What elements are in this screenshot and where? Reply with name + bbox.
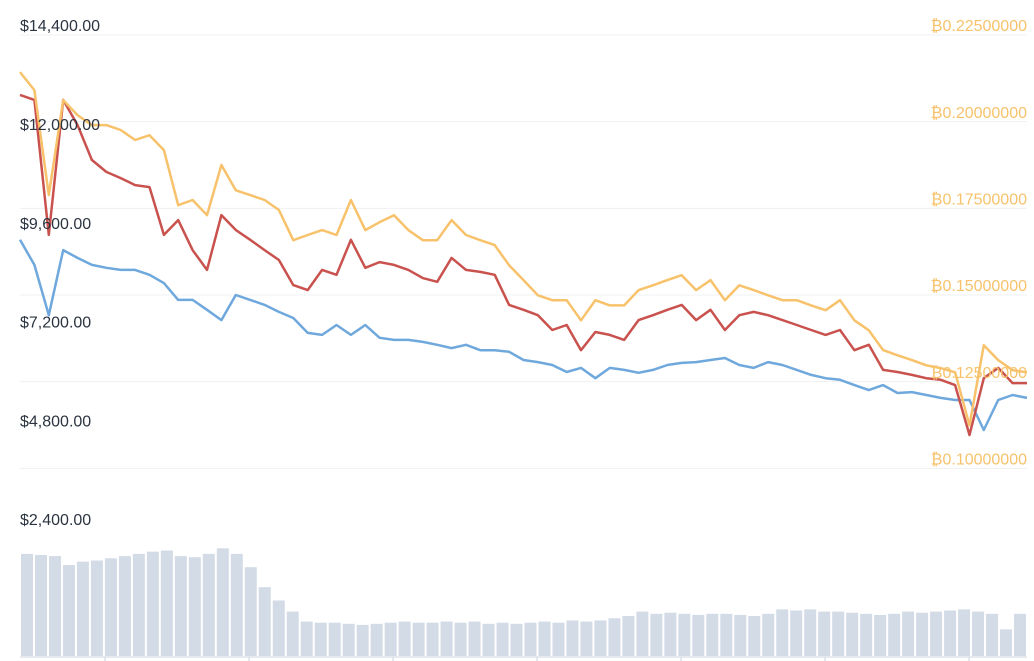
- volume-bar: [34, 554, 47, 656]
- volume-bar: [90, 560, 103, 656]
- volume-bar: [888, 613, 901, 656]
- volume-bar: [216, 548, 229, 656]
- volume-bar: [356, 624, 369, 656]
- y-tick-label: $9,600.00: [20, 216, 91, 233]
- line-series: [19, 71, 1028, 427]
- volume-bar: [986, 613, 999, 656]
- y2-tick-label: ₿0.10000000: [931, 451, 1027, 469]
- volume-bar: [762, 613, 775, 656]
- volume-bar: [832, 611, 845, 656]
- volume-bar: [398, 621, 411, 656]
- volume-bar: [146, 551, 159, 656]
- volume-bar: [202, 553, 215, 656]
- y2-tick-label: ₿0.15000000: [931, 277, 1027, 295]
- volume-bar: [468, 621, 481, 656]
- volume-bar: [594, 620, 607, 656]
- volume-bar: [972, 611, 985, 656]
- volume-bar: [510, 623, 523, 656]
- volume-bar: [916, 612, 929, 656]
- volume-bar: [104, 558, 117, 656]
- volume-bar: [552, 622, 565, 656]
- volume-bar: [566, 620, 579, 656]
- y-tick-label: $12,000.00: [20, 117, 100, 134]
- volume-bar: [454, 622, 467, 656]
- volume-bar: [328, 622, 341, 656]
- volume-bar: [244, 567, 257, 656]
- volume-bar: [76, 561, 89, 656]
- volume-bar: [132, 553, 145, 656]
- volume-bar: [412, 622, 425, 656]
- volume-bar: [314, 622, 327, 656]
- volume-bar: [622, 616, 635, 656]
- volume-bar: [636, 611, 649, 656]
- volume-bar: [160, 550, 173, 656]
- volume-bar: [230, 553, 243, 656]
- volume-bar: [734, 614, 747, 656]
- volume-bar: [930, 611, 943, 656]
- volume-bar: [944, 610, 957, 656]
- volume-bar: [706, 613, 719, 656]
- volume-bar: [790, 610, 803, 656]
- volume-bar: [272, 600, 285, 656]
- volume-bar: [860, 613, 873, 656]
- line-series: [19, 93, 1027, 437]
- volume-bar: [1014, 613, 1026, 656]
- volume-bar: [342, 623, 355, 656]
- volume-bar: [804, 609, 817, 656]
- y-tick-label: $4,800.00: [20, 413, 91, 430]
- volume-bar: [258, 587, 271, 656]
- volume-bar: [62, 564, 75, 656]
- y-tick-label: $14,400.00: [20, 18, 100, 35]
- volume-bar: [650, 613, 663, 656]
- volume-bar: [21, 553, 33, 656]
- volume-bar: [482, 623, 495, 656]
- volume-bar: [496, 622, 509, 656]
- x-ticks: [104, 657, 970, 661]
- volume-bar: [748, 616, 761, 656]
- volume-bar: [846, 612, 859, 656]
- volume-bar: [902, 611, 915, 656]
- volume-bar: [1000, 629, 1013, 656]
- volume-bar: [958, 609, 971, 656]
- volume-bar: [664, 612, 677, 656]
- line-series: [18, 239, 1028, 432]
- y2-tick-label: ₿0.22500000: [931, 17, 1027, 35]
- volume-bar: [678, 613, 691, 656]
- volume-bar: [384, 622, 397, 656]
- volume-bar: [188, 557, 201, 656]
- volume-bar: [874, 614, 887, 656]
- volume-bar: [818, 611, 831, 656]
- volume-bar: [300, 621, 313, 656]
- volume-bar: [692, 614, 705, 656]
- volume-bar: [118, 556, 131, 656]
- y2-tick-label: ₿0.12500000: [931, 364, 1027, 382]
- y2-tick-label: ₿0.17500000: [931, 191, 1027, 209]
- volume-bar: [538, 621, 551, 656]
- volume-bar: [608, 618, 621, 656]
- volume-bar: [174, 556, 187, 656]
- volume-bar: [776, 609, 789, 656]
- y2-tick-label: ₿0.20000000: [931, 104, 1027, 122]
- volume-bar: [720, 613, 733, 656]
- volume-bar: [426, 622, 439, 656]
- volume-bar: [48, 556, 61, 656]
- volume-bar: [524, 622, 537, 656]
- y-tick-label: $2,400.00: [20, 512, 91, 529]
- volume-bar: [440, 621, 453, 656]
- volume-bar: [580, 621, 593, 656]
- y-tick-label: $7,200.00: [20, 315, 91, 332]
- volume-bar: [370, 623, 383, 656]
- volume-bar: [286, 611, 299, 656]
